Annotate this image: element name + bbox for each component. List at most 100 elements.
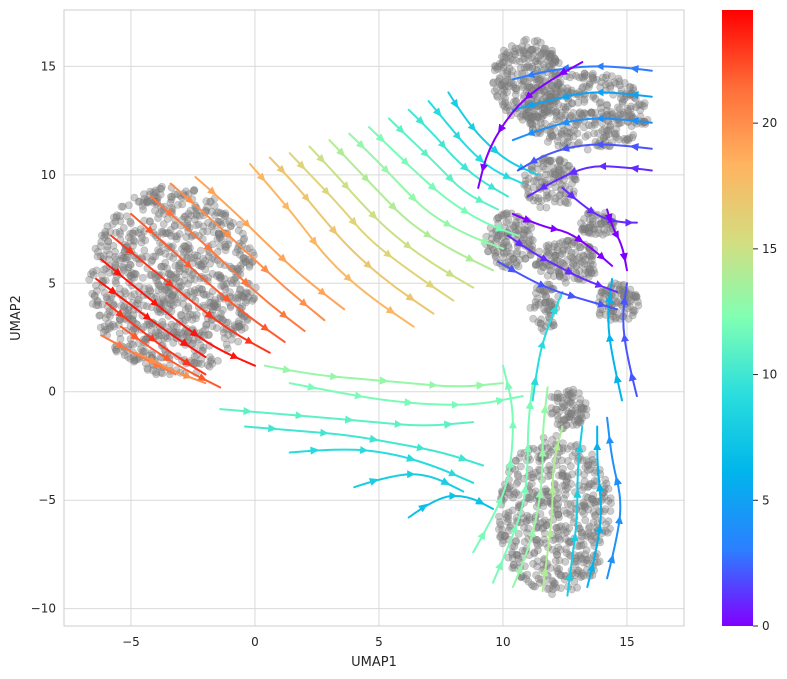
cell-point	[190, 251, 199, 259]
cell-point	[576, 418, 585, 427]
cell-point	[547, 156, 556, 165]
cell-point	[610, 129, 619, 138]
cell-point	[509, 254, 518, 263]
cell-point	[558, 399, 567, 408]
cell-point	[567, 406, 576, 415]
cell-point	[168, 192, 176, 201]
cell-point	[491, 63, 500, 71]
cell-point	[628, 291, 637, 300]
cell-point	[132, 355, 141, 364]
cell-point	[610, 78, 619, 87]
cell-point	[140, 194, 149, 203]
cell-point	[103, 325, 112, 334]
cell-point	[487, 234, 496, 243]
cell-point	[103, 310, 112, 319]
cell-point	[528, 45, 537, 54]
cell-point	[612, 125, 621, 133]
cell-point	[502, 218, 511, 226]
cell-point	[525, 174, 533, 183]
cell-point	[589, 74, 598, 83]
cell-point	[638, 101, 646, 109]
cell-point	[109, 241, 118, 250]
cell-point	[138, 273, 147, 282]
cell-point	[575, 414, 583, 423]
cell-point	[561, 240, 570, 249]
cell-point	[517, 462, 525, 471]
cell-point	[491, 248, 500, 257]
cell-point	[605, 130, 613, 138]
cell-point	[137, 231, 146, 239]
cell-point	[124, 233, 133, 242]
cell-point	[507, 72, 516, 80]
cell-point	[151, 206, 159, 215]
cell-point	[509, 80, 518, 89]
cell-point	[184, 241, 193, 249]
cell-point	[165, 269, 173, 278]
cell-point	[499, 46, 508, 55]
cell-point	[503, 75, 512, 84]
cell-point	[620, 134, 628, 143]
cell-point	[622, 135, 631, 144]
cell-point	[521, 254, 530, 263]
cell-point	[569, 259, 577, 268]
cell-point	[555, 523, 563, 532]
cell-point	[524, 54, 533, 63]
cell-point	[560, 401, 569, 410]
cell-point	[100, 289, 109, 297]
cell-point	[159, 262, 168, 271]
cell-point	[101, 227, 110, 236]
cell-point	[223, 344, 232, 353]
cell-point	[126, 271, 135, 280]
cell-point	[206, 197, 214, 206]
cell-point	[554, 500, 563, 508]
cell-point	[582, 411, 591, 420]
cell-point	[571, 560, 580, 569]
cell-point	[503, 67, 512, 75]
cell-point	[547, 189, 556, 198]
cell-point	[242, 288, 251, 297]
cell-point	[100, 265, 108, 274]
cell-point	[127, 268, 136, 277]
cell-point	[606, 125, 614, 134]
cell-point	[530, 37, 539, 46]
cell-point	[208, 359, 217, 368]
cell-point	[554, 415, 563, 424]
cell-point	[531, 261, 540, 270]
cell-point	[517, 449, 525, 458]
cell-point	[568, 392, 576, 401]
cell-point	[120, 254, 128, 262]
cell-point	[507, 209, 516, 218]
cell-point	[157, 182, 166, 191]
cell-point	[134, 295, 143, 304]
cell-point	[143, 195, 152, 204]
cell-point	[149, 252, 158, 261]
cell-point	[624, 136, 633, 145]
cell-point	[559, 464, 567, 473]
cell-point	[564, 409, 573, 418]
cell-point	[629, 308, 638, 317]
cell-point	[551, 405, 560, 414]
cell-point	[107, 293, 116, 302]
cell-point	[126, 354, 135, 363]
cell-point	[505, 64, 514, 73]
cell-point	[502, 247, 511, 256]
cell-point	[499, 79, 508, 87]
cell-point	[542, 521, 551, 530]
cell-point	[103, 242, 112, 251]
cell-point	[192, 210, 201, 218]
cell-point	[580, 404, 588, 413]
cell-point	[548, 408, 557, 417]
cell-point	[518, 250, 527, 259]
cell-point	[581, 132, 590, 141]
cell-point	[239, 254, 248, 263]
cell-point	[621, 137, 630, 145]
cell-point	[130, 237, 139, 246]
x-axis-title: UMAP1	[351, 655, 397, 670]
cell-point	[539, 263, 548, 271]
cell-point	[522, 35, 530, 44]
cell-point	[620, 95, 628, 104]
cell-point	[542, 191, 551, 200]
cell-point	[519, 49, 528, 58]
cell-point	[124, 268, 132, 277]
cell-point	[526, 46, 535, 54]
